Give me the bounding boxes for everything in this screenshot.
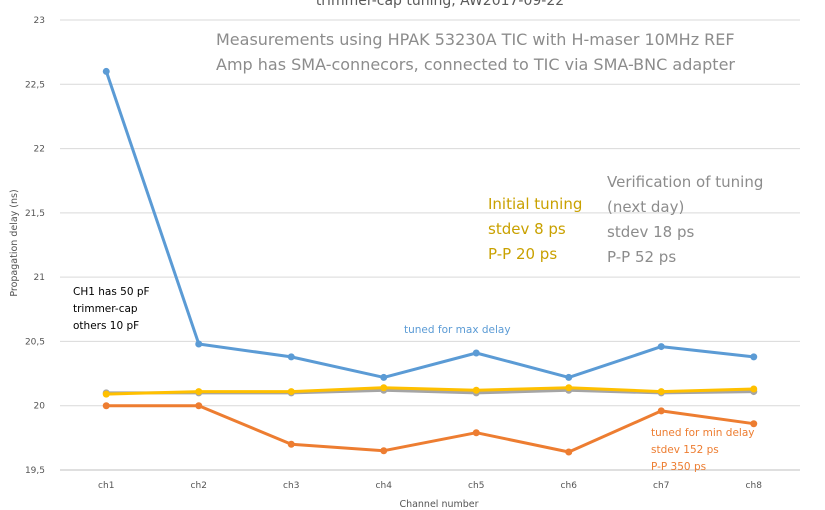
y-tick-label: 23 — [34, 16, 45, 26]
data-point-min — [287, 440, 295, 448]
x-axis-ticks: ch1 ch2 ch3 ch4 ch5 ch6 ch7 ch8 — [98, 481, 762, 491]
chart-title: trimmer-cap tuning, AW2017-09-22 — [316, 0, 564, 9]
data-point-max — [472, 349, 480, 357]
data-point-initial — [657, 388, 665, 396]
data-point-min — [472, 429, 480, 437]
x-axis-title: Channel number — [399, 499, 478, 510]
x-tick-label: ch6 — [561, 481, 578, 491]
y-tick-label: 21,5 — [25, 209, 45, 219]
data-point-min — [565, 448, 573, 456]
x-tick-label: ch8 — [746, 481, 763, 491]
y-axis-ticks: 19,5 20 20,5 21 21,5 22 22,5 23 — [25, 16, 45, 476]
data-point-min — [380, 447, 388, 455]
min-delay-label-line3: P-P 350 ps — [651, 461, 706, 473]
ch1-note-line1: CH1 has 50 pF — [73, 286, 150, 298]
data-point-max — [750, 353, 758, 361]
data-point-initial — [750, 385, 758, 393]
ch1-note-line3: others 10 pF — [73, 320, 139, 332]
min-delay-label-line1: tuned for min delay — [651, 427, 755, 439]
data-point-initial — [565, 384, 573, 392]
y-tick-label: 21 — [34, 273, 45, 283]
data-point-initial — [380, 384, 388, 392]
series-line-min — [104, 404, 756, 454]
data-point-max — [657, 343, 665, 351]
data-point-max — [565, 373, 573, 381]
x-tick-label: ch4 — [376, 481, 393, 491]
x-tick-label: ch7 — [653, 481, 669, 491]
data-point-max — [195, 340, 203, 348]
header-annotation-line1: Measurements using HPAK 53230A TIC with … — [216, 30, 735, 49]
data-point-initial — [287, 388, 295, 396]
series-line-max — [104, 69, 756, 379]
series-line-initial — [104, 386, 756, 396]
series-lines — [102, 67, 758, 456]
verification-line3: stdev 18 ps — [607, 223, 694, 241]
initial-tuning-line2: stdev 8 ps — [488, 220, 566, 238]
max-delay-label: tuned for max delay — [404, 324, 511, 336]
x-tick-label: ch5 — [468, 481, 484, 491]
data-point-min — [102, 402, 110, 410]
verification-line1: Verification of tuning — [607, 173, 763, 191]
verification-line2: (next day) — [607, 198, 684, 216]
data-point-min — [750, 420, 758, 428]
initial-tuning-line1: Initial tuning — [488, 195, 582, 213]
x-tick-label: ch3 — [283, 481, 299, 491]
y-tick-label: 22,5 — [25, 80, 45, 90]
data-point-min — [657, 407, 665, 415]
data-point-min — [195, 402, 203, 410]
y-tick-label: 20,5 — [25, 337, 45, 347]
header-annotation-line2: Amp has SMA-connecors, connected to TIC … — [216, 55, 735, 74]
verification-line4: P-P 52 ps — [607, 248, 676, 266]
data-point-max — [380, 373, 388, 381]
initial-tuning-line3: P-P 20 ps — [488, 245, 557, 263]
y-tick-label: 22 — [34, 145, 45, 155]
data-point-max — [102, 67, 110, 75]
x-tick-label: ch1 — [98, 481, 114, 491]
data-point-initial — [472, 386, 480, 394]
data-point-max — [287, 353, 295, 361]
y-tick-label: 20 — [34, 402, 46, 412]
y-axis-title: Propagation delay (ns) — [9, 189, 20, 296]
x-tick-label: ch2 — [191, 481, 207, 491]
ch1-note-line2: trimmer-cap — [73, 303, 138, 315]
data-point-initial — [195, 388, 203, 396]
y-tick-label: 19,5 — [25, 466, 45, 476]
min-delay-label-line2: stdev 152 ps — [651, 444, 719, 456]
data-point-initial — [102, 390, 110, 398]
